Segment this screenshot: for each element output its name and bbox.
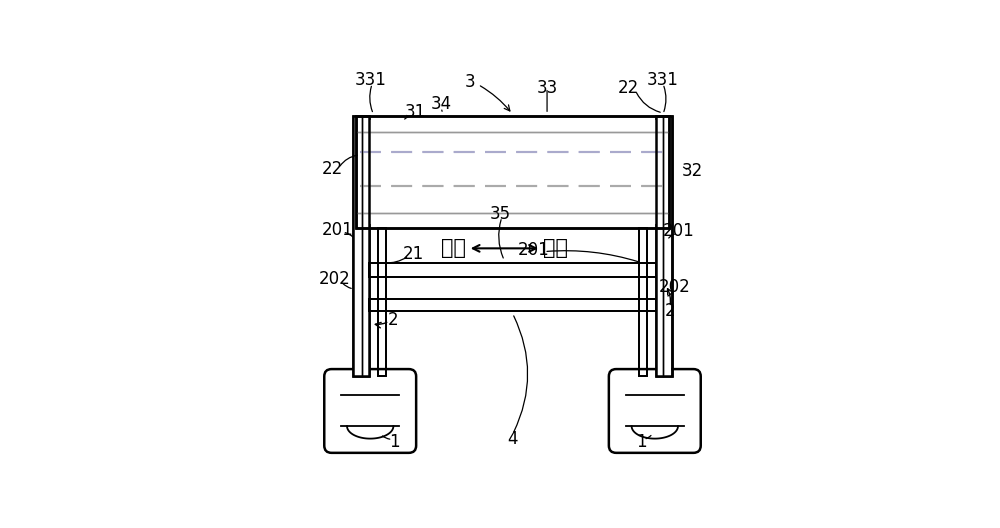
Text: 右舷: 右舷 <box>543 238 568 258</box>
Bar <box>378 228 386 376</box>
Text: 1: 1 <box>636 433 647 451</box>
Text: 2: 2 <box>388 312 399 329</box>
Bar <box>378 228 386 376</box>
Bar <box>354 117 369 375</box>
Bar <box>656 117 671 375</box>
Bar <box>369 262 656 277</box>
Text: 22: 22 <box>322 160 343 178</box>
Text: 4: 4 <box>507 430 518 448</box>
Text: 21: 21 <box>402 246 424 263</box>
Bar <box>353 116 369 376</box>
Bar <box>656 116 672 376</box>
Text: 33: 33 <box>536 79 558 97</box>
Bar <box>369 299 656 312</box>
Text: 1: 1 <box>389 433 400 451</box>
Text: 31: 31 <box>404 103 426 121</box>
Text: 34: 34 <box>431 95 452 113</box>
Text: 2: 2 <box>665 303 676 320</box>
Bar <box>356 116 669 228</box>
Text: 202: 202 <box>319 270 350 288</box>
Text: 202: 202 <box>659 278 691 296</box>
Text: 32: 32 <box>682 162 703 180</box>
Text: 331: 331 <box>355 71 387 89</box>
Bar <box>639 228 647 376</box>
Bar <box>356 116 669 228</box>
Bar <box>353 116 369 376</box>
Text: 22: 22 <box>618 79 639 97</box>
Bar <box>360 120 665 224</box>
Bar <box>656 116 672 376</box>
Text: 左舷: 左舷 <box>441 238 466 258</box>
Bar <box>369 299 656 312</box>
Text: 331: 331 <box>647 71 679 89</box>
Text: 201: 201 <box>322 221 354 239</box>
Text: 35: 35 <box>490 205 511 223</box>
Text: 3: 3 <box>464 73 475 91</box>
Bar <box>369 262 656 277</box>
Text: 201: 201 <box>518 241 550 259</box>
Text: 201: 201 <box>663 222 694 240</box>
Bar <box>639 228 647 376</box>
